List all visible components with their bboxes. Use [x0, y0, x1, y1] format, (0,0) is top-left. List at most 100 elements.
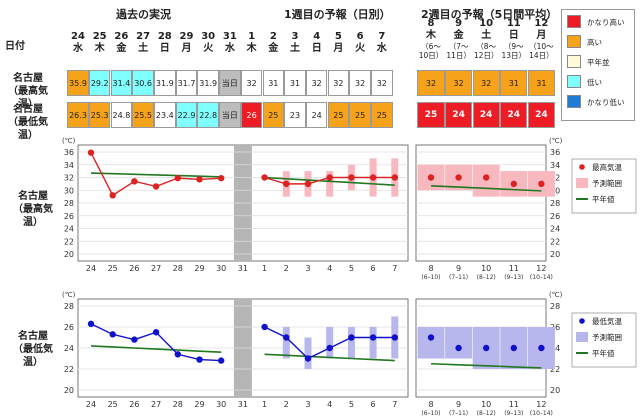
table-cell: 24 [305, 102, 328, 128]
day-weekday: 水 [224, 43, 235, 54]
table-cell: 32 [371, 70, 393, 96]
day-header: 27 土 [132, 31, 154, 55]
row-label-min-city: 名古屋 [13, 104, 43, 115]
day-range: （6～ [421, 42, 441, 51]
y-tick-label: 34 [550, 161, 560, 170]
day-number: 31 [222, 31, 237, 42]
table-cell: 32 [417, 70, 445, 96]
y-tick-label: 20 [64, 250, 74, 259]
observed-point [131, 336, 138, 343]
day-range: 10日） [418, 51, 444, 60]
header-week1: 1週目の予報（日別） [284, 8, 391, 21]
chart-max-label: 名古屋 （最高気温） [6, 190, 60, 229]
forecast-point [369, 334, 377, 341]
observed-point [152, 183, 160, 190]
day-weekday: 月 [333, 43, 344, 54]
x-tick-label: 3 [305, 400, 310, 409]
day-range: 13日） [501, 51, 527, 60]
day-range: 11日） [446, 51, 471, 60]
day-range: （9～ [503, 42, 524, 51]
day-header: 30 火 [197, 31, 219, 55]
observed-point [218, 174, 225, 182]
legend-range-swatch [576, 332, 588, 342]
legend-point-label: 最高気温 [592, 162, 622, 172]
table-cell: 23.4 [154, 102, 176, 128]
day-weekday: 日 [311, 43, 322, 54]
forecast-range-bar [347, 327, 355, 359]
forecast-point [304, 355, 312, 362]
x-tick-label: 11 [509, 400, 519, 409]
observed-point [174, 174, 181, 182]
table-cell: 30.6 [132, 70, 154, 96]
day-number: 7 [378, 31, 386, 42]
day-weekday: 水 [376, 43, 387, 54]
x-tick-label: 25 [108, 400, 118, 409]
observed-point [131, 178, 138, 185]
x-tick-label: 30 [216, 264, 226, 273]
x-tick-label: 8 [428, 264, 433, 273]
observed-point [109, 192, 116, 199]
day-range: （7～ [448, 42, 469, 51]
x-tick-label: 24 [86, 400, 96, 409]
table-cell: 25 [349, 102, 371, 128]
week2-point [510, 180, 517, 188]
table-cell: 25 [262, 102, 285, 128]
x-tick-label: 9 [456, 264, 461, 273]
legend-swatch [567, 35, 581, 48]
legend-swatch [567, 95, 581, 108]
y-tick-label: 28 [64, 302, 74, 311]
day-weekday: 木 [426, 30, 436, 41]
table-cell: 当日 [219, 70, 241, 96]
day-weekday: 日 [159, 43, 170, 54]
row-label-min-type: （最低気温） [8, 117, 48, 141]
day-number: 11 [506, 18, 521, 29]
x-tick-label: 1 [262, 264, 267, 273]
legend-range-label: 予測範囲 [592, 178, 622, 188]
legend-range-swatch [576, 178, 588, 188]
table-cell: 22.8 [197, 102, 219, 128]
day-number: 28 [157, 31, 172, 42]
day-header: 25 木 [89, 31, 111, 55]
y-tick-label: 34 [64, 161, 74, 170]
legend-point-icon [579, 164, 585, 170]
legend-swatch [567, 15, 581, 28]
x-tick-label: 7 [392, 400, 397, 409]
legend-label: 高い [587, 38, 602, 47]
x-tick-sublabel: (10–14) [530, 410, 553, 417]
header-week2: 2週目の予報（5日間平均） [421, 8, 558, 21]
forecast-point [283, 334, 290, 341]
table-cell: 26.3 [67, 102, 89, 128]
y-tick-label: 22 [64, 237, 74, 246]
x-tick-label: 24 [86, 264, 96, 273]
y-tick-label: 26 [550, 212, 560, 221]
day-weekday: 日 [508, 30, 519, 41]
chart-max-city: 名古屋 [18, 191, 48, 202]
table-cell: 32 [327, 70, 350, 96]
week2-day-header: 10 土（8～ 12日） [472, 18, 500, 60]
y-tick-label: 22 [550, 237, 560, 246]
normal-line-past [90, 345, 222, 353]
x-tick-sublabel: (9–13) [504, 410, 523, 417]
legend-label: かなり高い [587, 18, 625, 27]
x-tick-label: 5 [349, 400, 354, 409]
row-label-max-city: 名古屋 [13, 73, 43, 84]
y-tick-label: 24 [550, 344, 560, 353]
x-tick-label: 12 [536, 264, 546, 273]
table-cell: 32 [305, 70, 328, 96]
unit-label: (℃) [549, 137, 563, 145]
week2-day-header: 9 金（7～ 11日） [445, 18, 473, 60]
table-cell: 25 [371, 102, 393, 128]
normal-line-week1 [264, 353, 395, 362]
unit-label: (℃) [62, 291, 76, 299]
table-cell: 35.9 [67, 70, 89, 96]
day-range: （10～ [529, 42, 554, 51]
y-tick-label: 36 [64, 148, 74, 157]
week2-point [455, 174, 462, 181]
forecast-point [261, 174, 268, 181]
day-weekday: 土 [138, 43, 149, 54]
forecast-point [261, 323, 268, 331]
color-legend [561, 9, 635, 121]
x-tick-label: 12 [536, 400, 546, 409]
